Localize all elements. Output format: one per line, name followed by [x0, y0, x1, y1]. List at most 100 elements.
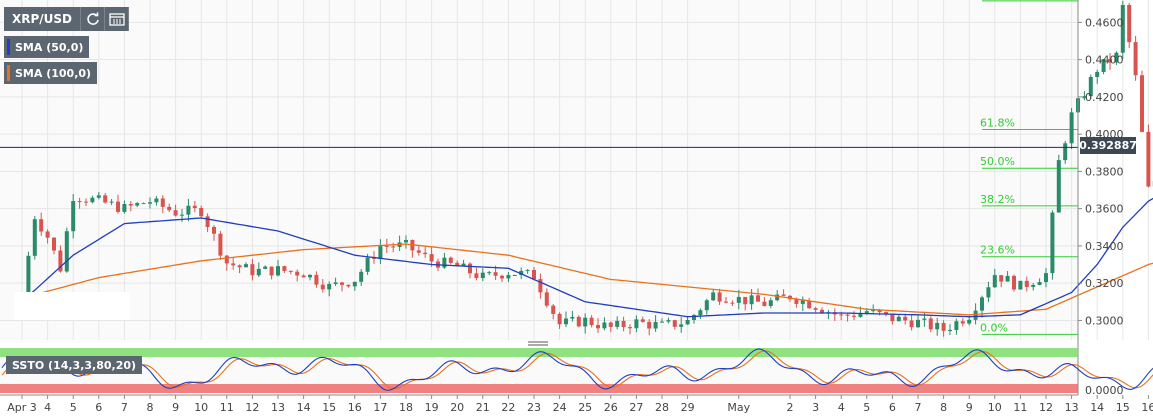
candle — [852, 311, 856, 321]
candle — [1018, 280, 1023, 290]
candle-body — [1056, 160, 1061, 213]
y-tick-label: 0.4400 — [1085, 54, 1124, 67]
candle — [116, 194, 120, 214]
candle-body — [352, 281, 357, 287]
candle — [461, 259, 466, 267]
candle-body — [237, 265, 242, 268]
y-tick-label: 0.3800 — [1085, 165, 1124, 178]
candle-body — [461, 263, 466, 267]
pane-splitter[interactable] — [528, 341, 548, 346]
candle — [736, 289, 741, 310]
candle-body — [1133, 42, 1138, 76]
candle-body — [1140, 75, 1144, 132]
x-tick-label: 14 — [297, 401, 311, 414]
candle-body — [493, 272, 498, 276]
candle-body — [346, 284, 351, 287]
candle — [704, 298, 709, 315]
candle — [442, 252, 447, 269]
candle-body — [896, 316, 901, 322]
candle-body — [890, 313, 895, 322]
y-tick-label: 0.4600 — [1085, 16, 1124, 29]
candle — [346, 284, 351, 288]
sma100-legend[interactable]: SMA (100,0) — [4, 62, 98, 84]
candle — [192, 201, 197, 213]
candle — [512, 274, 517, 276]
x-tick-label: 9 — [966, 401, 973, 414]
candle — [813, 307, 818, 313]
candle — [1108, 52, 1112, 70]
x-tick-label: 29 — [681, 401, 695, 414]
candle — [96, 192, 101, 200]
candle — [173, 204, 178, 217]
candle-body — [1114, 52, 1119, 63]
x-tick-label: 10 — [194, 401, 208, 414]
candle-body — [640, 319, 645, 322]
candle-body — [276, 266, 280, 276]
candle-body — [340, 282, 344, 285]
candle — [608, 321, 613, 333]
candle — [532, 267, 536, 280]
sma100-line — [21, 243, 1153, 316]
candle — [711, 288, 716, 301]
candle — [186, 198, 191, 222]
candle — [928, 316, 933, 333]
candle — [128, 201, 133, 212]
ssto-legend[interactable]: SSTO (14,3,3,80,20) — [6, 356, 143, 374]
x-tick-label: 9 — [172, 401, 179, 414]
candle — [231, 256, 236, 270]
candle — [423, 246, 428, 258]
y-tick-label: 0.3400 — [1085, 240, 1124, 253]
candle — [628, 324, 632, 335]
candle-body — [1082, 96, 1087, 99]
candle-body — [90, 197, 95, 203]
candle-body — [858, 312, 863, 317]
candle-body — [429, 254, 434, 262]
candle — [1024, 276, 1029, 292]
calendar-button[interactable] — [105, 7, 130, 31]
candle-body — [653, 322, 658, 329]
candle — [333, 277, 338, 287]
candle — [724, 296, 728, 304]
candle — [250, 258, 255, 281]
candle-body — [909, 320, 914, 328]
candle-body — [372, 257, 376, 259]
candle-body — [698, 310, 703, 316]
candle — [634, 315, 639, 333]
candle-body — [468, 263, 472, 274]
candle — [544, 288, 549, 308]
candle-body — [199, 207, 204, 217]
refresh-button[interactable] — [81, 7, 106, 31]
candle-body — [736, 296, 741, 303]
x-tick-label: 13 — [271, 401, 285, 414]
candle-body — [704, 300, 709, 311]
sma50-label: SMA (50,0) — [15, 40, 84, 54]
candle — [122, 200, 127, 214]
candle-body — [1095, 71, 1100, 77]
candle — [237, 264, 242, 274]
candle — [39, 212, 44, 236]
candle-body — [928, 318, 933, 330]
candle-body — [218, 233, 223, 256]
candle-body — [845, 314, 850, 316]
candle — [967, 315, 972, 326]
candle — [986, 281, 991, 303]
candle-body — [762, 301, 767, 306]
candle — [64, 227, 69, 273]
candle-body — [960, 321, 965, 324]
candle — [890, 313, 895, 325]
candle — [583, 313, 588, 334]
candle — [717, 288, 722, 305]
sma50-legend[interactable]: SMA (50,0) — [4, 36, 90, 58]
symbol-label[interactable]: XRP/USD — [4, 7, 82, 31]
candle-body — [244, 264, 248, 268]
candle — [212, 225, 216, 241]
candle — [903, 313, 908, 325]
candle-body — [1108, 59, 1112, 63]
candle-body — [263, 266, 268, 269]
calendar-icon — [108, 13, 125, 26]
candle — [416, 245, 421, 256]
candle-body — [1037, 282, 1042, 285]
candle-body — [781, 294, 786, 296]
candle-body — [212, 227, 216, 234]
